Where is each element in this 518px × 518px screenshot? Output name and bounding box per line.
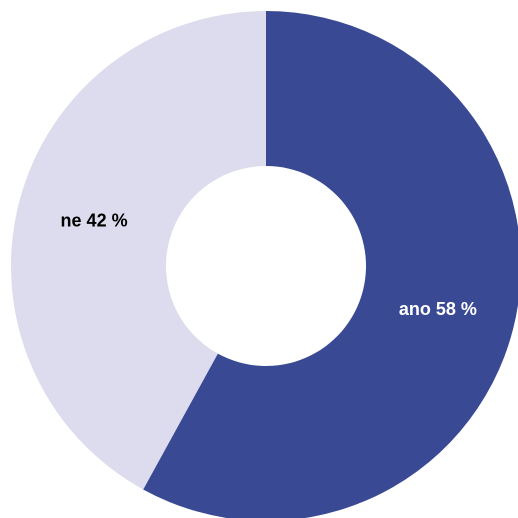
- slice-label: ne 42 %: [61, 211, 128, 231]
- slice: [143, 11, 518, 518]
- slice: [11, 11, 266, 490]
- slice-label: ano 58 %: [399, 299, 477, 319]
